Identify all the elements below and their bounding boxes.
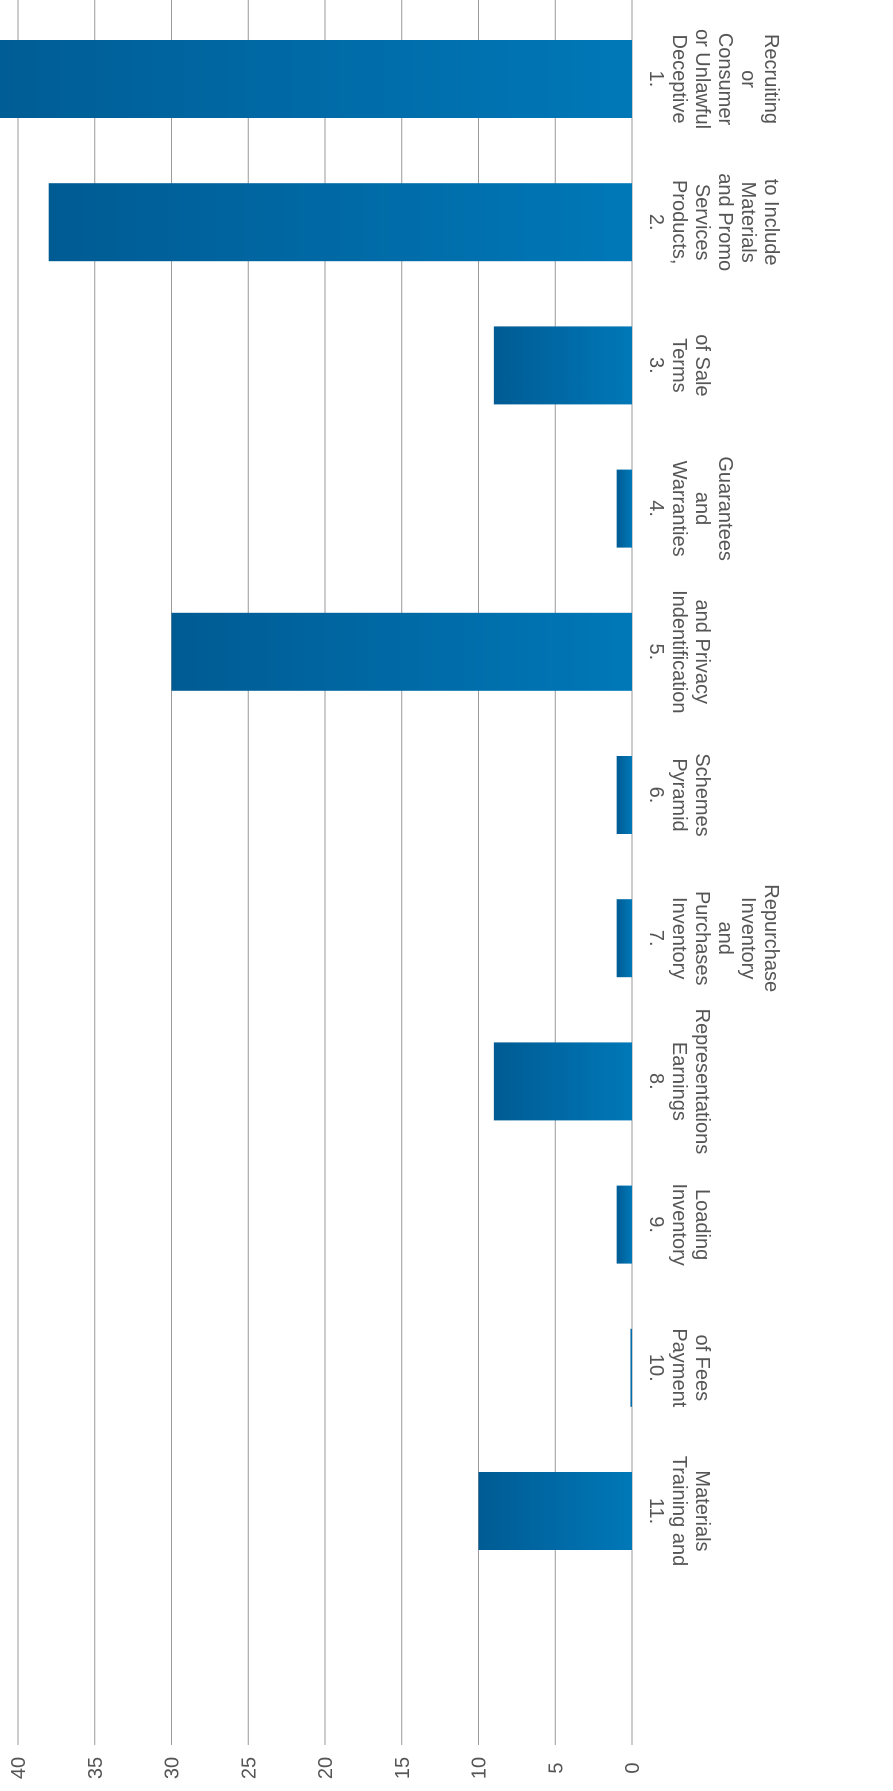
category-label-line: of Sale [691,334,713,396]
bars [0,40,633,1550]
category-label-line: 1. [645,71,667,88]
category-label-line: 10. [645,1354,667,1382]
y-tick-label: 30 [162,1757,184,1779]
category-label-line: 6. [645,787,667,804]
bar [616,1185,632,1264]
category-label-line: to Include [760,179,782,266]
bar [630,1328,632,1407]
category-label-line: Guarantees [714,456,736,561]
category-label-line: Repurchase [760,884,782,992]
category-label-line: 9. [645,1216,667,1233]
y-tick-label: 35 [85,1757,107,1779]
category-label-line: Purchases [691,891,713,986]
category-label-line: and Promo [714,173,736,271]
category-label-line: Inventory [668,897,690,979]
y-tick-label: 25 [238,1757,260,1779]
category-label-line: Pyramid [668,758,690,831]
category-label-line: 8. [645,1073,667,1090]
y-tick-label: 10 [469,1757,491,1779]
bar [616,899,632,978]
category-label-line: Schemes [691,753,713,836]
category-label-line: 7. [645,930,667,947]
category-label-line: Deceptive [668,35,690,124]
bar [493,326,632,405]
category-label-line: Materials [737,182,759,263]
y-axis-ticks: 051015202530354045 [8,1757,644,1779]
category-label-line: and [691,492,713,525]
category-label-line: Inventory [668,1183,690,1265]
category-label: 1. Deceptive or Unlawful Consumer or Recruiti… [645,29,782,129]
category-label-line: or Unlawful [691,29,713,129]
bar [478,1472,632,1550]
category-label-line: Loading [691,1189,713,1260]
category-label-line: and [714,922,736,955]
bar [0,40,633,118]
category-label: 4. Warranties and Guarantees [645,456,736,561]
category-label-line: Services [691,184,713,261]
y-tick-label: 15 [392,1757,414,1779]
y-tick-label: 0 [622,1762,644,1773]
category-label: 7. Inventory Purchases and Inventory Repurcha… [645,884,782,992]
bar [616,469,632,548]
category-label-line: Representations [691,1009,713,1155]
y-tick-label: 40 [8,1757,30,1779]
y-tick-label: 20 [315,1757,337,1779]
category-label-line: Inventory [737,897,759,979]
category-label-line: or [737,70,759,88]
category-label-line: 3. [645,357,667,374]
category-label-line: Payment [668,1328,690,1407]
category-label: 5. Indentification and Privacy [645,590,713,713]
category-label: 3. Terms of Sale [645,334,713,396]
gridlines [17,0,633,1745]
category-label-line: Recruiting [760,34,782,124]
category-label: 11. Training and Materials [645,1456,713,1566]
bar [171,612,632,691]
category-label-line: Warranties [668,461,690,557]
bar [493,1042,632,1121]
category-label-line: Indentification [668,590,690,713]
category-label: 6. Pyramid Schemes [645,753,713,836]
category-label-line: 4. [645,500,667,517]
category-label-line: Earnings [668,1042,690,1121]
bar [48,183,632,262]
category-label-line: 2. [645,214,667,231]
category-label-line: Materials [691,1470,713,1551]
category-label: 10. Payment of Fees [645,1328,713,1407]
category-label-line: Training and [668,1456,690,1566]
category-label-line: 11. [645,1498,667,1524]
category-label-line: Products, [668,180,690,264]
category-label: 2. Products, Services and Promo Materials to … [645,173,782,271]
category-label: 9. Inventory Loading [645,1183,713,1265]
category-label-line: and Privacy [691,600,713,705]
bar [616,756,632,834]
category-labels: 1. Deceptive or Unlawful Consumer or Recruiti… [645,29,782,1566]
y-tick-label: 5 [545,1762,567,1773]
category-label: 8. Earnings Representations [645,1009,713,1155]
category-label-line: of Fees [691,1334,713,1401]
category-label-line: 5. [645,643,667,660]
category-label-line: Consumer [714,33,736,126]
category-label-line: Terms [668,338,690,392]
